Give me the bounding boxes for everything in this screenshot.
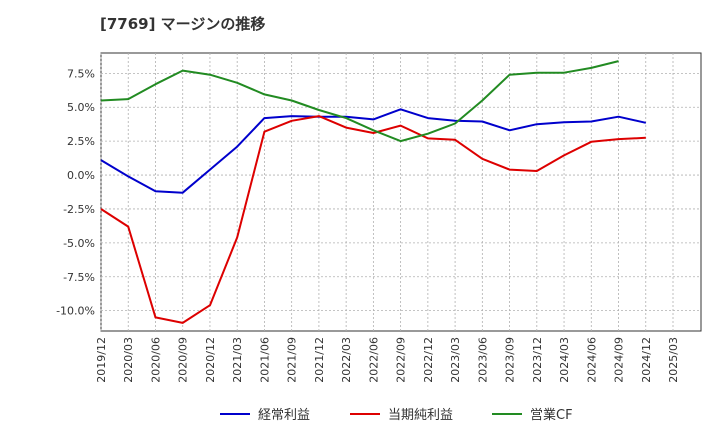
plot-area <box>100 52 702 332</box>
x-tick-label: 2025/03 <box>667 337 680 383</box>
x-tick-label: 2020/06 <box>149 337 162 383</box>
x-tick-label: 2020/12 <box>204 337 217 383</box>
y-tick-label: -5.0% <box>63 237 95 250</box>
x-tick-label: 2021/06 <box>258 337 271 383</box>
x-tick-label: 2023/06 <box>476 337 489 383</box>
series-layer <box>100 60 647 324</box>
x-tick-label: 2022/03 <box>340 337 353 383</box>
x-tick-label: 2023/03 <box>449 337 462 383</box>
x-tick-label: 2024/03 <box>558 337 571 383</box>
series-line-1 <box>100 108 647 194</box>
y-tick-label: -7.5% <box>63 271 95 284</box>
x-tick-label: 2022/12 <box>422 337 435 383</box>
x-tick-label: 2023/09 <box>504 337 517 383</box>
y-tick-label: -10.0% <box>56 305 95 318</box>
series-line-2 <box>100 115 646 324</box>
x-axis: 2019/12 2020/03 2020/06 2020/09 2020/12 2021/… <box>95 337 680 383</box>
x-tick-label: 2021/12 <box>313 337 326 383</box>
x-tick-label: 2024/12 <box>640 337 653 383</box>
y-tick-label: 5.0% <box>67 101 95 114</box>
x-tick-label: 2020/03 <box>122 337 135 383</box>
y-axis: -10.0% -7.5% -5.0% -2.5% 0.0% 2.5% 5.0% 7.5% <box>56 67 95 317</box>
chart-title: [7769] マージンの推移 <box>100 15 265 33</box>
x-tick-label: 2022/06 <box>367 337 380 383</box>
x-tick-label: 2024/06 <box>585 337 598 383</box>
y-tick-label: 7.5% <box>67 67 95 80</box>
legend-label-1: 経常利益 <box>258 408 310 423</box>
x-tick-label: 2024/09 <box>613 337 626 383</box>
y-tick-label: 2.5% <box>67 135 95 148</box>
legend: 経常利益 当期純利益 営業CF <box>220 407 573 423</box>
x-tick-label: 2019/12 <box>95 337 108 383</box>
x-tick-label: 2021/03 <box>231 337 244 383</box>
y-tick-label: 0.0% <box>67 169 95 182</box>
x-tick-label: 2023/12 <box>531 337 544 383</box>
legend-label-2: 当期純利益 <box>388 408 453 423</box>
y-tick-label: -2.5% <box>63 203 95 216</box>
x-tick-label: 2022/09 <box>395 337 408 383</box>
x-tick-label: 2020/09 <box>177 337 190 383</box>
legend-label-3: 営業CF <box>530 407 573 423</box>
x-tick-label: 2021/09 <box>286 337 299 383</box>
series-line-3 <box>100 60 619 143</box>
